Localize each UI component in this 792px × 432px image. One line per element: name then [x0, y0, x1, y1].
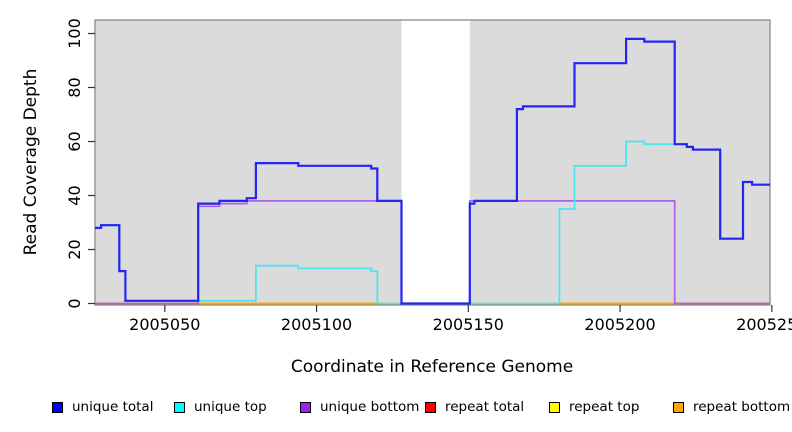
legend-swatch-repeat-bottom: [673, 401, 684, 413]
legend-item-repeat-bottom: repeat bottom: [673, 399, 790, 415]
legend-label: unique top: [194, 399, 267, 415]
legend-item-unique-top: unique top: [174, 399, 267, 415]
y-tick-label: 100: [65, 18, 84, 49]
x-tick-label: 2005200: [584, 315, 655, 334]
y-tick-label: 20: [65, 239, 84, 259]
legend-item-unique-bottom: unique bottom: [300, 399, 419, 415]
masked-repeat-region: [401, 12, 470, 305]
legend-item-repeat-total: repeat total: [425, 399, 524, 415]
legend-label: repeat bottom: [693, 399, 791, 415]
legend-swatch-unique-top: [174, 401, 185, 413]
x-tick-label: 2005150: [433, 315, 504, 334]
x-tick-label: 2005100: [281, 315, 352, 334]
legend-label: repeat total: [445, 399, 525, 415]
series-line-unique-total: [95, 37, 770, 305]
legend-label: unique total: [72, 399, 154, 415]
y-tick-label: 60: [65, 131, 84, 151]
series-lines: [95, 37, 770, 305]
legend-label: repeat top: [569, 399, 640, 415]
plot-border: [94, 19, 771, 306]
y-tick-label: 80: [65, 77, 84, 97]
legend-swatch-repeat-top: [549, 401, 560, 413]
legend-swatch-unique-total: [52, 401, 63, 413]
legend-label: unique bottom: [320, 399, 420, 415]
series-line-unique-bottom: [95, 200, 770, 305]
y-axis-title: Read Coverage Depth: [21, 69, 41, 256]
x-axis-title: Coordinate in Reference Genome: [291, 357, 573, 377]
legend-item-repeat-top: repeat top: [549, 399, 639, 415]
x-tick-label: 2005250: [736, 315, 792, 334]
x-axis: 2005050 2005100 2005150 2005200 2005250: [129, 305, 792, 334]
y-tick-label: 0: [65, 298, 84, 308]
legend-swatch-unique-bottom: [300, 401, 311, 413]
legend-swatch-repeat-total: [425, 401, 436, 413]
y-axis: 0 20 40 60 80 100: [65, 18, 95, 309]
x-tick-label: 2005050: [129, 315, 200, 334]
legend-item-unique-total: unique total: [52, 399, 153, 415]
y-tick-label: 40: [65, 185, 84, 205]
